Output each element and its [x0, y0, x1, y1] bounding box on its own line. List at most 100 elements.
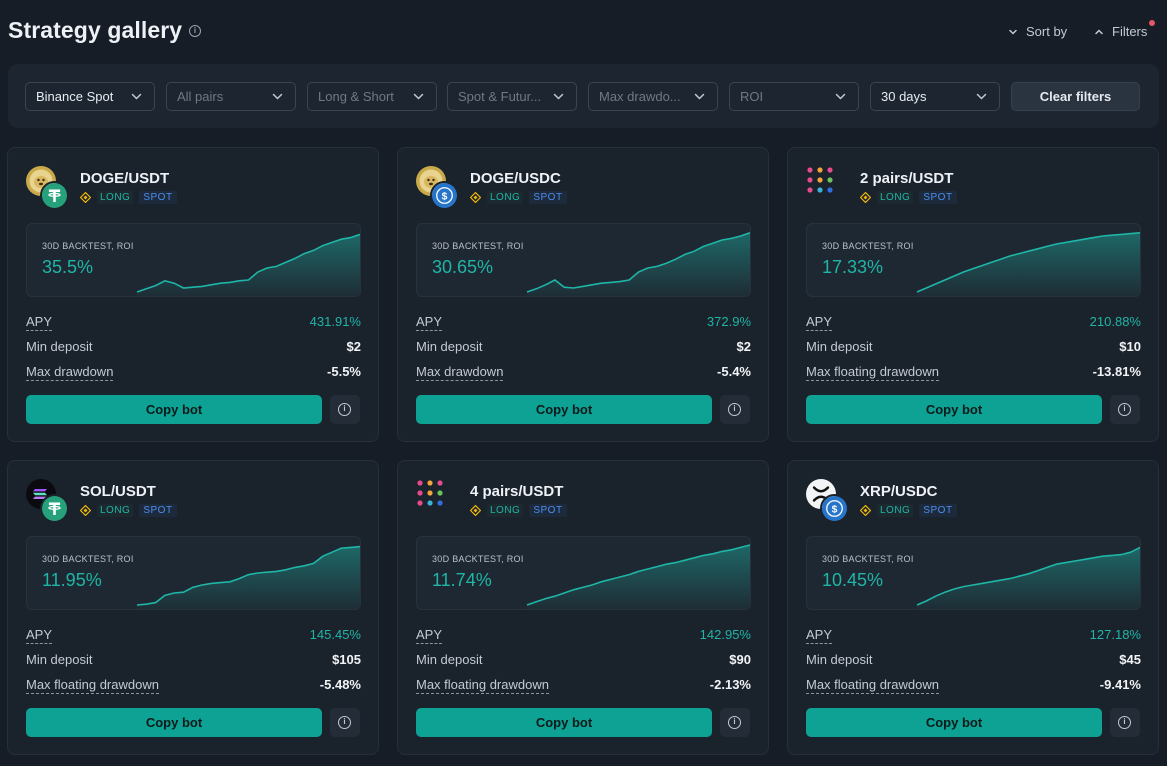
drawdown-label[interactable]: Max drawdown: [26, 364, 114, 381]
direction-tag: LONG: [97, 191, 134, 204]
drawdown-dropdown[interactable]: Max drawdo...: [588, 82, 718, 111]
direction-tag: LONG: [487, 191, 524, 204]
info-icon: i: [338, 403, 351, 416]
chevron-down-icon: [553, 93, 564, 100]
chart-label: 30D BACKTEST, ROI: [432, 554, 524, 564]
direction-tag: LONG: [877, 191, 914, 204]
tags: LONG SPOT: [80, 191, 177, 204]
info-button[interactable]: i: [330, 708, 360, 737]
roi-value: ROI: [740, 89, 764, 104]
pairs-dropdown[interactable]: All pairs: [166, 82, 296, 111]
info-button[interactable]: i: [1110, 395, 1140, 424]
copy-bot-button[interactable]: Copy bot: [806, 708, 1102, 737]
pair-name: DOGE/USDC: [470, 170, 561, 187]
usdc-coin-icon: $: [430, 181, 459, 210]
info-button[interactable]: i: [720, 708, 750, 737]
copy-bot-button[interactable]: Copy bot: [806, 395, 1102, 424]
apy-label[interactable]: APY: [806, 627, 833, 644]
chevron-down-icon: [694, 93, 705, 100]
drawdown-row: Max floating drawdown -9.41%: [806, 677, 1141, 695]
roi-value: 10.45%: [822, 570, 884, 590]
strategy-card-doge-usdc: $ DOGE/USDC LONG SPOT 30D BACKTEST, ROI …: [397, 147, 769, 442]
exchange-dropdown[interactable]: Binance Spot: [25, 82, 155, 111]
roi-chart: 30D BACKTEST, ROI 10.45%: [806, 536, 1141, 610]
drawdown-label[interactable]: Max floating drawdown: [806, 364, 939, 381]
drawdown-value: -2.13%: [709, 677, 751, 692]
roi-line: [526, 544, 750, 606]
min-deposit-label: Min deposit: [416, 339, 483, 354]
drawdown-label[interactable]: Max floating drawdown: [26, 677, 159, 694]
drawdown-label[interactable]: Max floating drawdown: [806, 677, 939, 694]
chart-label: 30D BACKTEST, ROI: [42, 241, 134, 251]
chevron-up-icon: [1095, 28, 1103, 34]
apy-value: 142.95%: [699, 627, 751, 642]
apy-label[interactable]: APY: [26, 314, 53, 331]
info-icon: i: [338, 716, 351, 729]
min-deposit-row: Min deposit $2: [26, 339, 361, 357]
apy-label[interactable]: APY: [416, 314, 443, 331]
apy-row: APY 210.88%: [806, 314, 1141, 332]
copy-bot-button[interactable]: Copy bot: [26, 395, 322, 424]
multi-pair-dots-icon: [804, 164, 838, 198]
chevron-down-icon: [131, 93, 142, 100]
tags: LONG SPOT: [860, 504, 957, 517]
strategy-card-4-pairs-usdt: 4 pairs/USDT LONG SPOT 30D BACKTEST, ROI…: [397, 460, 769, 755]
filters-label: Filters: [1112, 24, 1148, 39]
apy-row: APY 431.91%: [26, 314, 361, 332]
roi-area: [917, 547, 1140, 609]
copy-bot-button[interactable]: Copy bot: [26, 708, 322, 737]
apy-label[interactable]: APY: [26, 627, 53, 644]
drawdown-row: Max drawdown -5.5%: [26, 364, 361, 382]
info-icon[interactable]: i: [189, 25, 201, 37]
direction-value: Long & Short: [318, 89, 394, 104]
roi-chart: 30D BACKTEST, ROI 11.74%: [416, 536, 751, 610]
drawdown-row: Max floating drawdown -2.13%: [416, 677, 751, 695]
info-button[interactable]: i: [720, 395, 750, 424]
roi-area: [527, 232, 750, 296]
period-dropdown[interactable]: 30 days: [870, 82, 1000, 111]
chevron-down-icon: [272, 93, 283, 100]
apy-label[interactable]: APY: [806, 314, 833, 331]
min-deposit-label: Min deposit: [416, 652, 483, 667]
chevron-down-icon: [976, 93, 987, 100]
filters-button[interactable]: Filters: [1094, 24, 1147, 39]
min-deposit-row: Min deposit $2: [416, 339, 751, 357]
notification-dot: [1149, 20, 1155, 26]
usdt-tether-icon: [40, 494, 69, 523]
min-deposit-row: Min deposit $10: [806, 339, 1141, 357]
drawdown-label[interactable]: Max drawdown: [416, 364, 504, 381]
market-dropdown[interactable]: Spot & Futur...: [447, 82, 577, 111]
roi-line: [136, 545, 360, 606]
info-button[interactable]: i: [1110, 708, 1140, 737]
sort-by-button[interactable]: Sort by: [1008, 24, 1067, 39]
svg-text:$: $: [832, 504, 838, 515]
usdc-coin-icon: $: [820, 494, 849, 523]
drawdown-row: Max floating drawdown -13.81%: [806, 364, 1141, 382]
info-button[interactable]: i: [330, 395, 360, 424]
direction-tag: LONG: [487, 504, 524, 517]
apy-label[interactable]: APY: [416, 627, 443, 644]
pair-name: DOGE/USDT: [80, 170, 170, 187]
apy-value: 210.88%: [1089, 314, 1141, 329]
roi-chart: 30D BACKTEST, ROI 11.95%: [26, 536, 361, 610]
roi-chart: 30D BACKTEST, ROI 35.5%: [26, 223, 361, 297]
copy-bot-button[interactable]: Copy bot: [416, 708, 712, 737]
exchange-value: Binance Spot: [36, 89, 114, 104]
drawdown-label[interactable]: Max floating drawdown: [416, 677, 549, 694]
direction-tag: LONG: [97, 504, 134, 517]
clear-filters-button[interactable]: Clear filters: [1011, 82, 1140, 111]
roi-chart-svg: [136, 233, 360, 296]
tags: LONG SPOT: [860, 191, 957, 204]
roi-value: 11.74%: [432, 570, 492, 590]
chart-label: 30D BACKTEST, ROI: [432, 241, 524, 251]
drawdown-value: Max drawdo...: [599, 89, 681, 104]
direction-dropdown[interactable]: Long & Short: [307, 82, 437, 111]
roi-dropdown[interactable]: ROI: [729, 82, 859, 111]
binance-icon: [470, 192, 481, 203]
copy-bot-button[interactable]: Copy bot: [416, 395, 712, 424]
roi-chart: 30D BACKTEST, ROI 30.65%: [416, 223, 751, 297]
apy-row: APY 372.9%: [416, 314, 751, 332]
min-deposit-value: $105: [332, 652, 361, 667]
sort-by-label: Sort by: [1026, 24, 1068, 39]
tags: LONG SPOT: [470, 191, 567, 204]
